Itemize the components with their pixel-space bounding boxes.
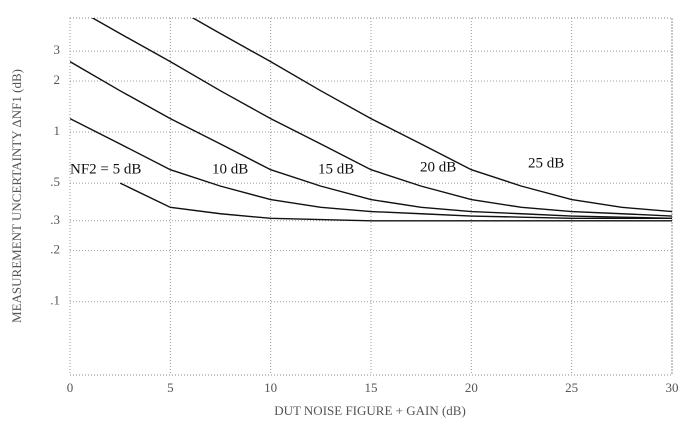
y-axis-label: MEASUREMENT UNCERTAINTY ΔNF1 (dB) [9, 69, 24, 323]
x-tick-label: 30 [666, 380, 679, 395]
curve [119, 182, 672, 222]
y-tick-label: 2 [54, 72, 61, 87]
curve-label: 25 dB [528, 155, 564, 171]
curve-label: 20 dB [420, 159, 456, 175]
x-tick-label: 10 [264, 380, 277, 395]
curve-label: 10 dB [212, 161, 248, 177]
x-tick-label: 25 [565, 380, 578, 395]
y-tick-label: 1 [54, 123, 61, 138]
x-tick-label: 5 [167, 380, 174, 395]
curve [191, 18, 672, 213]
y-tick-label: .1 [50, 293, 60, 308]
curve [70, 117, 672, 220]
y-tick-label: 3 [54, 42, 61, 57]
y-tick-label: .3 [50, 212, 60, 227]
curve-label: 15 dB [318, 161, 354, 177]
curve-label: NF2 = 5 dB [70, 161, 141, 177]
curve [70, 61, 672, 220]
y-tick-label: .5 [50, 174, 60, 189]
x-tick-label: 20 [465, 380, 478, 395]
x-axis-label: DUT NOISE FIGURE + GAIN (dB) [274, 403, 466, 418]
y-tick-label: .2 [50, 242, 60, 257]
x-tick-label: 0 [67, 380, 74, 395]
curve [91, 18, 672, 217]
x-tick-label: 15 [365, 380, 378, 395]
